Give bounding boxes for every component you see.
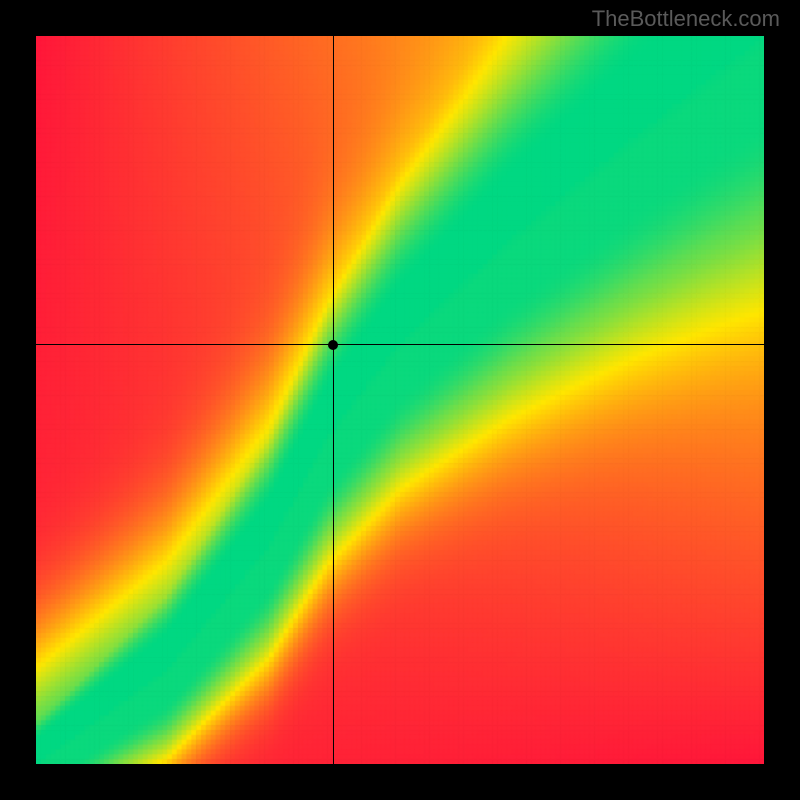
crosshair-vertical	[333, 36, 334, 764]
heatmap-canvas	[36, 36, 764, 764]
heatmap-plot	[36, 36, 764, 764]
marker-dot	[328, 340, 338, 350]
watermark-text: TheBottleneck.com	[592, 6, 780, 32]
crosshair-horizontal	[36, 344, 764, 345]
